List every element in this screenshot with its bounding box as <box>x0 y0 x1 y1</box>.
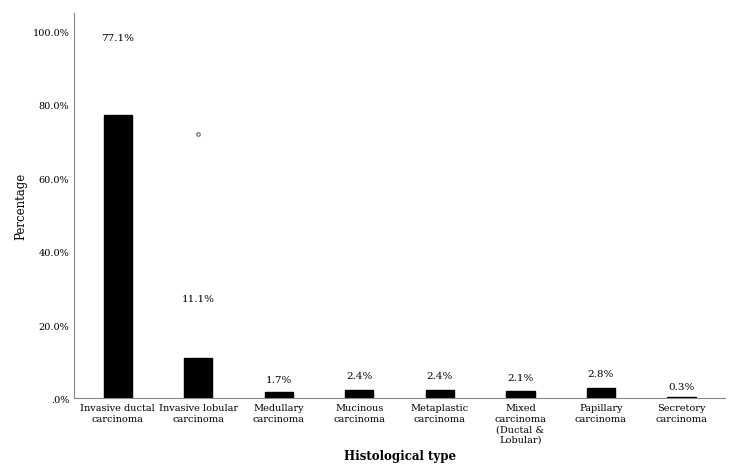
Text: 2.8%: 2.8% <box>588 369 614 378</box>
Text: 0.3%: 0.3% <box>668 382 695 391</box>
Bar <box>184 358 212 399</box>
Text: 11.1%: 11.1% <box>182 294 215 303</box>
Bar <box>506 391 534 399</box>
Bar <box>587 388 615 399</box>
X-axis label: Histological type: Histological type <box>344 449 456 462</box>
Text: 2.1%: 2.1% <box>507 373 534 382</box>
Y-axis label: Percentage: Percentage <box>14 173 27 240</box>
Bar <box>265 392 293 399</box>
Text: 2.4%: 2.4% <box>426 371 453 380</box>
Text: 2.4%: 2.4% <box>346 371 372 380</box>
Text: 77.1%: 77.1% <box>101 34 134 43</box>
Bar <box>426 390 454 399</box>
Bar <box>103 116 132 399</box>
Bar <box>667 397 695 399</box>
Bar <box>345 390 373 399</box>
Text: 1.7%: 1.7% <box>266 375 292 384</box>
